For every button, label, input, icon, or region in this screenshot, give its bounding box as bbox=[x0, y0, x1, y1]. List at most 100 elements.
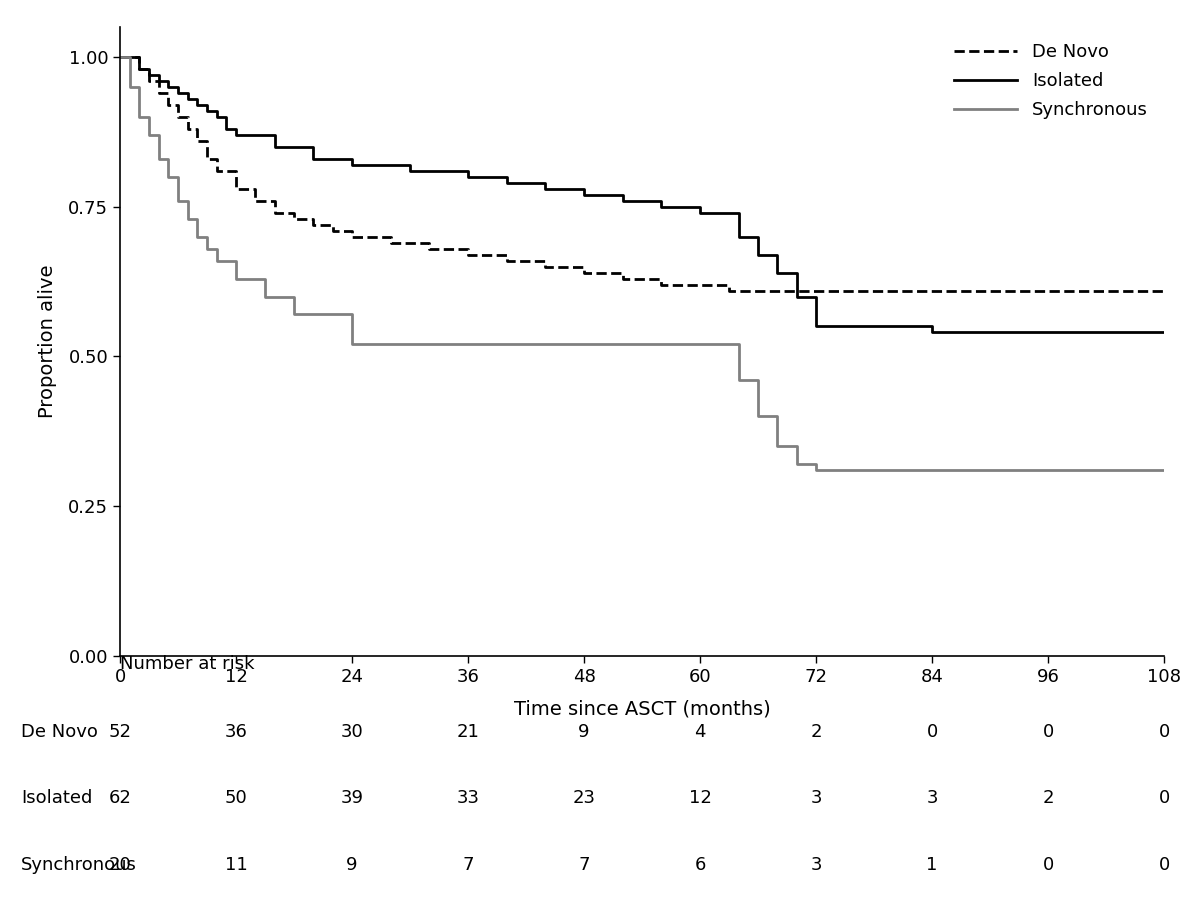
Text: 6: 6 bbox=[695, 856, 706, 874]
Isolated bbox=[113, 51, 127, 62]
Text: 30: 30 bbox=[341, 723, 364, 741]
De Novo bbox=[190, 135, 204, 146]
Synchronous bbox=[132, 112, 146, 122]
Text: Number at risk: Number at risk bbox=[120, 654, 254, 672]
De Novo bbox=[751, 285, 766, 296]
De Novo bbox=[344, 231, 359, 242]
Line: De Novo: De Novo bbox=[120, 57, 1164, 291]
Synchronous bbox=[258, 273, 272, 284]
Synchronous bbox=[180, 195, 194, 206]
Synchronous bbox=[809, 459, 823, 470]
Isolated bbox=[170, 82, 185, 93]
Synchronous bbox=[461, 339, 475, 350]
Text: 3: 3 bbox=[810, 856, 822, 874]
Synchronous bbox=[151, 153, 166, 164]
Synchronous bbox=[170, 195, 185, 206]
Synchronous bbox=[142, 130, 156, 140]
Synchronous bbox=[229, 273, 244, 284]
Text: 23: 23 bbox=[572, 789, 595, 807]
Synchronous bbox=[925, 464, 940, 475]
Text: 20: 20 bbox=[109, 856, 131, 874]
Synchronous bbox=[344, 309, 359, 320]
Text: 7: 7 bbox=[462, 856, 474, 874]
Text: 39: 39 bbox=[341, 789, 364, 807]
Line: Synchronous: Synchronous bbox=[120, 57, 1164, 470]
Text: 4: 4 bbox=[695, 723, 706, 741]
Synchronous bbox=[732, 339, 746, 350]
Synchronous bbox=[210, 256, 224, 266]
Synchronous bbox=[692, 339, 707, 350]
Synchronous bbox=[790, 459, 804, 470]
Text: 1: 1 bbox=[926, 856, 937, 874]
Synchronous bbox=[258, 291, 272, 302]
Synchronous bbox=[692, 339, 707, 350]
Text: De Novo: De Novo bbox=[20, 723, 97, 741]
Synchronous bbox=[161, 171, 175, 182]
Synchronous bbox=[770, 441, 785, 452]
De Novo bbox=[1157, 285, 1171, 296]
Synchronous bbox=[770, 411, 785, 422]
Synchronous bbox=[751, 411, 766, 422]
De Novo bbox=[180, 123, 194, 134]
Synchronous bbox=[180, 213, 194, 224]
Synchronous bbox=[344, 339, 359, 350]
Synchronous bbox=[809, 464, 823, 475]
Text: 7: 7 bbox=[578, 856, 589, 874]
Isolated bbox=[654, 202, 668, 212]
Synchronous bbox=[170, 171, 185, 182]
Synchronous bbox=[287, 309, 301, 320]
Line: Isolated: Isolated bbox=[120, 57, 1164, 332]
Synchronous bbox=[199, 243, 215, 254]
Synchronous bbox=[132, 82, 146, 93]
Synchronous bbox=[732, 375, 746, 386]
Synchronous bbox=[161, 153, 175, 164]
Text: 0: 0 bbox=[926, 723, 937, 741]
Isolated bbox=[151, 76, 166, 86]
Synchronous bbox=[210, 243, 224, 254]
Text: 0: 0 bbox=[1158, 789, 1170, 807]
Synchronous bbox=[142, 112, 156, 122]
Isolated bbox=[132, 64, 146, 75]
Text: 3: 3 bbox=[926, 789, 937, 807]
Text: 0: 0 bbox=[1158, 723, 1170, 741]
Text: 0: 0 bbox=[1043, 856, 1054, 874]
Text: 21: 21 bbox=[456, 723, 480, 741]
Synchronous bbox=[122, 82, 137, 93]
De Novo bbox=[113, 51, 127, 62]
Text: 12: 12 bbox=[689, 789, 712, 807]
Synchronous bbox=[151, 130, 166, 140]
Synchronous bbox=[1157, 464, 1171, 475]
Text: 52: 52 bbox=[108, 723, 132, 741]
Synchronous bbox=[122, 51, 137, 62]
Text: 9: 9 bbox=[347, 856, 358, 874]
Synchronous bbox=[577, 339, 592, 350]
Text: 11: 11 bbox=[224, 856, 247, 874]
Synchronous bbox=[190, 213, 204, 224]
De Novo bbox=[422, 243, 437, 254]
Text: 9: 9 bbox=[578, 723, 589, 741]
Synchronous bbox=[190, 231, 204, 242]
Isolated bbox=[199, 100, 215, 111]
Isolated bbox=[1157, 327, 1171, 338]
Synchronous bbox=[113, 51, 127, 62]
Text: 62: 62 bbox=[108, 789, 132, 807]
Text: Synchronous: Synchronous bbox=[20, 856, 137, 874]
X-axis label: Time since ASCT (months): Time since ASCT (months) bbox=[514, 699, 770, 718]
Synchronous bbox=[461, 339, 475, 350]
Legend: De Novo, Isolated, Synchronous: De Novo, Isolated, Synchronous bbox=[947, 36, 1154, 126]
Text: 50: 50 bbox=[224, 789, 247, 807]
De Novo bbox=[248, 184, 263, 194]
Text: Isolated: Isolated bbox=[20, 789, 92, 807]
Y-axis label: Proportion alive: Proportion alive bbox=[38, 265, 58, 418]
Synchronous bbox=[229, 256, 244, 266]
Synchronous bbox=[925, 464, 940, 475]
Synchronous bbox=[790, 441, 804, 452]
Isolated bbox=[403, 166, 418, 176]
Text: 0: 0 bbox=[1158, 856, 1170, 874]
Text: 33: 33 bbox=[456, 789, 480, 807]
Synchronous bbox=[287, 291, 301, 302]
Synchronous bbox=[1157, 464, 1171, 475]
Isolated bbox=[925, 327, 940, 338]
Text: 2: 2 bbox=[1043, 789, 1054, 807]
Text: 3: 3 bbox=[810, 789, 822, 807]
